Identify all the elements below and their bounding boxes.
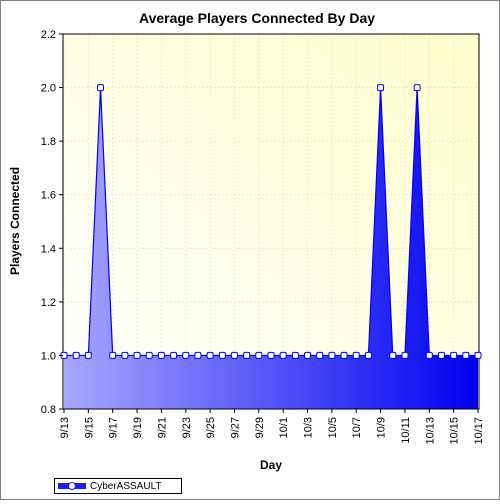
y-tick-label: 2.2 [41,29,56,41]
data-point [450,351,458,359]
x-tick-label: 9/23 [181,417,193,438]
data-point [206,351,214,359]
data-point [340,351,348,359]
y-tick-label: 1.8 [41,136,56,148]
x-tick-label: 9/15 [83,417,95,438]
data-point [462,351,470,359]
data-point [413,84,421,92]
data-point [364,351,372,359]
y-tick-label: 1.0 [41,350,56,362]
y-axis-label: Players Connected [8,167,22,275]
data-point [328,351,336,359]
x-tick-label: 10/11 [400,417,412,444]
x-tick-label: 9/19 [132,417,144,438]
y-tick-label: 1.6 [41,190,56,202]
data-point [145,351,153,359]
x-tick-label: 10/13 [424,417,436,445]
data-point [72,351,80,359]
x-tick-label: 9/25 [205,417,217,438]
tick-labels: 0.8 1.0 1.2 1.4 1.6 1.8 2.0 2.2 9/13 9/15 9/17 9/19… [41,29,485,445]
plot-border [62,33,480,410]
data-point [304,351,312,359]
legend: CyberASSAULT [54,478,182,494]
x-tick-label: 9/17 [108,417,120,438]
data-point [194,351,202,359]
x-tick-label: 10/5 [327,417,339,438]
x-axis-label: Day [260,458,282,472]
x-tick-label: 9/29 [254,417,266,438]
x-tick-label: 9/13 [59,417,71,438]
y-tick-label: 2.0 [41,83,56,95]
x-tick-label: 10/7 [351,417,363,438]
data-point [157,351,165,359]
x-tick-label: 10/15 [449,417,461,445]
data-point [218,351,226,359]
y-tick-label: 1.2 [41,297,56,309]
data-point [389,351,397,359]
x-tick-label: 9/21 [156,417,168,438]
data-point [352,351,360,359]
data-point [121,351,129,359]
data-point [230,351,238,359]
x-tick-label: 10/1 [278,417,290,438]
data-point [279,351,287,359]
x-tick-label: 10/9 [376,417,388,438]
data-point [377,84,385,92]
data-point [243,351,251,359]
data-point [401,351,409,359]
y-tick-label: 0.8 [41,404,56,416]
series-area-fill [64,87,478,410]
x-tick-label: 9/27 [229,417,241,438]
chart-title: Average Players Connected By Day [139,10,375,26]
data-point [267,351,275,359]
data-point [255,351,263,359]
data-point [182,351,190,359]
axes [62,33,480,410]
x-tick-label: 10/3 [303,417,315,438]
data-point [84,351,92,359]
x-tick-label: 10/17 [473,417,485,445]
data-point [474,351,482,359]
data-point [170,351,178,359]
data-point [109,351,117,359]
data-point [425,351,433,359]
legend-label: CyberASSAULT [90,480,162,492]
legend-swatch-icon [58,479,86,493]
data-point [437,351,445,359]
data-point [133,351,141,359]
data-markers [60,84,482,359]
data-point [316,351,324,359]
y-tick-label: 1.4 [41,243,56,255]
data-point [97,84,105,92]
data-point [291,351,299,359]
